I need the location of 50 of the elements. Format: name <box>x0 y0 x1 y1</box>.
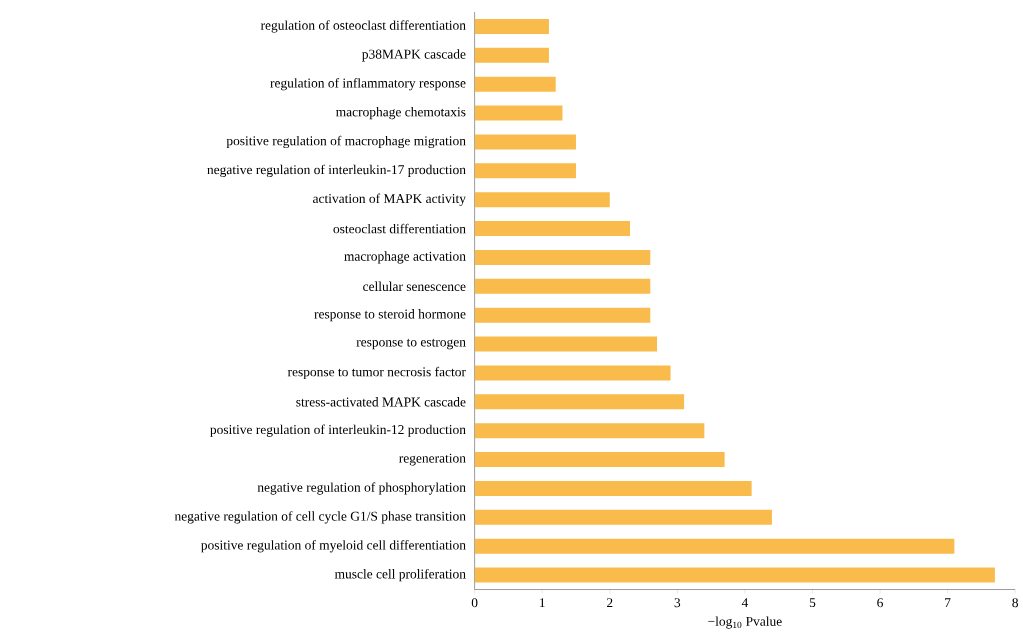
y-tick-label: positive regulation of myeloid cell differentiation <box>201 539 466 553</box>
bar <box>474 249 651 265</box>
x-tick-label: 7 <box>945 597 951 607</box>
bar <box>474 163 576 179</box>
y-tick-label: macrophage chemotaxis <box>336 106 466 119</box>
y-tick-label: response to tumor necrosis factor <box>287 366 466 379</box>
x-tick-label: 8 <box>1012 597 1019 608</box>
bar <box>474 394 685 410</box>
y-tick-label: negative regulation of cell cycle G1/S phase transition <box>174 510 466 524</box>
y-tick-label: cellular senescence <box>363 281 466 291</box>
y-tick-label: negative regulation of phosphorylation <box>257 482 466 495</box>
bar <box>474 336 658 352</box>
bar <box>474 220 631 236</box>
y-tick-label: stress-activated MAPK cascade <box>296 396 466 407</box>
y-tick-label: regulation of osteoclast differentiation <box>260 20 466 33</box>
bar <box>474 76 556 92</box>
bar <box>474 191 610 207</box>
bar <box>474 509 772 525</box>
y-tick-label: p38MAPK cascade <box>362 48 466 62</box>
y-tick-label: positive regulation of interleukin-12 production <box>210 424 466 437</box>
bar <box>474 538 955 554</box>
y-tick-label: macrophage activation <box>344 251 466 264</box>
bar <box>474 365 671 381</box>
y-tick-label: regeneration <box>399 453 466 466</box>
bar <box>474 480 752 496</box>
bar <box>474 47 549 63</box>
x-tick-label: 2 <box>606 597 613 607</box>
x-tick-label: 6 <box>877 597 883 607</box>
y-tick-label: activation of MAPK activity <box>313 193 466 206</box>
x-tick-label: 0 <box>471 597 478 608</box>
bar <box>474 105 563 121</box>
y-tick-label: negative regulation of interleukin-17 production <box>207 164 466 177</box>
x-tick-label: 3 <box>674 597 681 607</box>
bar <box>474 307 651 323</box>
y-tick-label: osteoclast differentiation <box>333 223 466 234</box>
x-tick-label: 4 <box>741 597 749 607</box>
y-tick-label: response to steroid hormone <box>314 308 466 322</box>
bar <box>474 567 995 583</box>
x-axis-title: −log$_{10}$ Pvalue <box>708 616 782 629</box>
x-tick-label: 1 <box>540 597 545 607</box>
x-tick-label: 5 <box>809 597 816 607</box>
bar <box>474 422 705 438</box>
y-tick-label: muscle cell proliferation <box>334 568 466 582</box>
bar <box>474 278 651 294</box>
y-tick-label: regulation of inflammatory response <box>270 77 466 91</box>
y-tick-label: positive regulation of macrophage migration <box>226 135 466 148</box>
y-tick-label: response to estrogen <box>356 338 466 350</box>
bar <box>474 134 576 150</box>
bar <box>474 451 725 467</box>
bar <box>474 18 549 34</box>
